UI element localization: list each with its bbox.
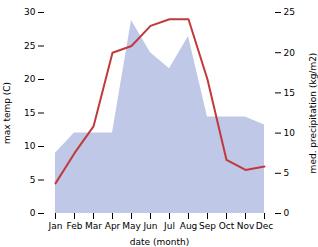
svg-text:0: 0	[30, 208, 36, 218]
svg-text:Apr: Apr	[105, 221, 121, 231]
svg-text:10: 10	[284, 128, 296, 138]
svg-text:20: 20	[284, 48, 296, 58]
svg-text:Feb: Feb	[67, 221, 83, 231]
svg-text:Mar: Mar	[85, 221, 102, 231]
svg-text:15: 15	[284, 88, 295, 98]
svg-text:Jun: Jun	[142, 221, 157, 231]
svg-text:Dec: Dec	[256, 221, 273, 231]
svg-text:max temp (C): max temp (C)	[2, 82, 12, 144]
svg-text:Aug: Aug	[180, 221, 198, 231]
svg-text:Oct: Oct	[219, 221, 235, 231]
svg-text:med. precipitation (kg/m2): med. precipitation (kg/m2)	[308, 53, 318, 174]
svg-text:20: 20	[24, 74, 36, 84]
svg-text:Sep: Sep	[199, 221, 216, 231]
svg-text:5: 5	[30, 175, 36, 185]
svg-text:Jan: Jan	[48, 221, 63, 231]
svg-text:10: 10	[24, 141, 36, 151]
svg-text:25: 25	[24, 41, 35, 51]
svg-text:Nov: Nov	[237, 221, 255, 231]
svg-text:date (month): date (month)	[130, 237, 189, 247]
svg-text:0: 0	[284, 208, 290, 218]
svg-text:5: 5	[284, 168, 290, 178]
svg-text:15: 15	[24, 108, 35, 118]
svg-text:25: 25	[284, 7, 295, 17]
svg-text:Jul: Jul	[163, 221, 175, 231]
svg-text:May: May	[122, 221, 141, 231]
svg-text:30: 30	[24, 7, 36, 17]
